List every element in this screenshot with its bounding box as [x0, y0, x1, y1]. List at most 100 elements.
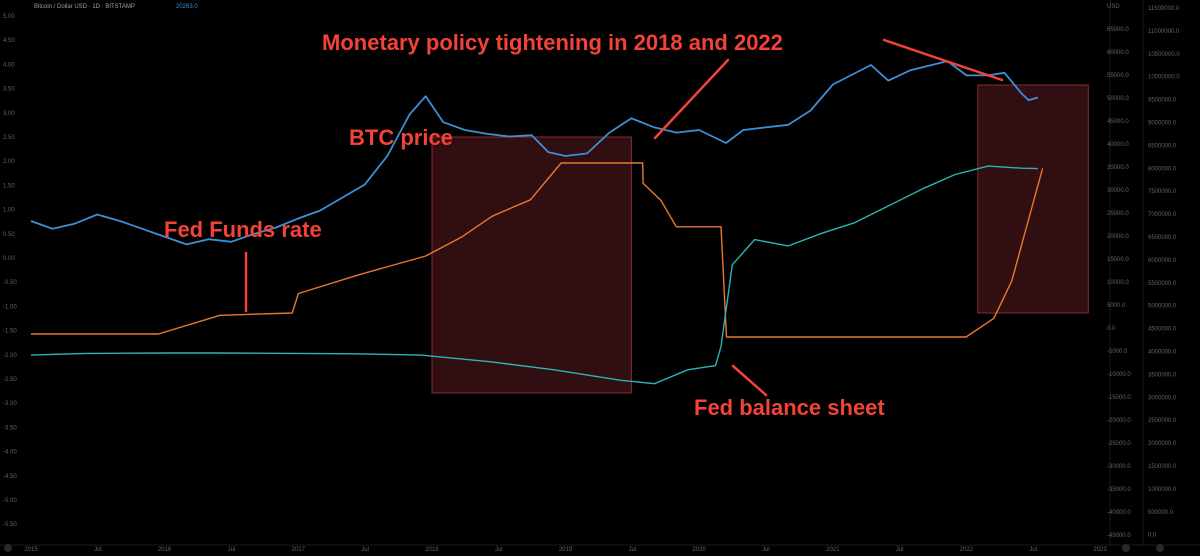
y-left-tick: 0.50	[3, 232, 15, 238]
y-mid-tick: -30000.0	[1107, 464, 1131, 470]
fed-funds-series-line	[31, 162, 1044, 338]
y-right-tick: 0.0	[1148, 533, 1157, 539]
y-mid-tick: 15000.0	[1107, 257, 1129, 263]
y-mid-tick: 10000.0	[1107, 280, 1129, 286]
annotation-pointer-tightening-1	[653, 58, 730, 140]
x-tick: 2023	[1093, 547, 1107, 553]
series-lines	[30, 60, 1044, 385]
y-left-tick: -2.50	[3, 377, 17, 383]
annotation-pointer-tightening-2	[882, 38, 1004, 82]
y-left-tick: 4.00	[3, 62, 15, 68]
y-left-tick: 3.50	[3, 87, 15, 93]
y-right-tick: 10500000.0	[1148, 52, 1180, 58]
x-tick: 2018	[425, 547, 439, 553]
y-right-tick: 11000000.0	[1148, 29, 1180, 35]
x-tick: Jul	[94, 547, 102, 553]
y-left-tick: 3.00	[3, 111, 15, 117]
y-left-tick: -4.00	[3, 450, 17, 456]
x-tick: Jul	[495, 547, 503, 553]
y-mid-tick: -45000.0	[1107, 533, 1131, 539]
x-tick: Jul	[628, 547, 636, 553]
y-left-tick: 5.00	[3, 14, 15, 20]
x-tick: 2022	[960, 547, 974, 553]
y-mid-tick: 65000.0	[1107, 27, 1129, 33]
y-left-tick: -3.50	[3, 425, 17, 431]
y-right-tick: 9000000.0	[1148, 121, 1177, 127]
y-left-tick: 1.50	[3, 183, 15, 189]
y-mid-tick: 35000.0	[1107, 165, 1129, 171]
tightening-period-box-2	[977, 84, 1089, 314]
y-left-tick: 0.00	[3, 256, 15, 262]
y-mid-tick: -10000.0	[1107, 372, 1131, 378]
y-mid-tick: -35000.0	[1107, 487, 1131, 493]
y-mid-tick: -5000.0	[1107, 349, 1128, 355]
y-left-tick: -1.00	[3, 304, 17, 310]
y-right-tick: 1500000.0	[1148, 464, 1177, 470]
balance-sheet-series-line	[30, 165, 1038, 385]
x-tick: 2017	[292, 547, 306, 553]
y-mid-tick: 60000.0	[1107, 50, 1129, 56]
annotation-fed-funds: Fed Funds rate	[164, 217, 322, 242]
y-left-tick: 4.50	[3, 38, 15, 44]
annotation-arrows	[244, 38, 1004, 397]
y-left-tick: -5.50	[3, 522, 17, 528]
y-mid-tick: 5000.0	[1107, 303, 1126, 309]
y-mid-tick: 20000.0	[1107, 234, 1129, 240]
tightening-highlights	[431, 84, 1089, 394]
annotation-tightening: Monetary policy tightening in 2018 and 2…	[322, 30, 783, 55]
annotation-balance-sheet: Fed balance sheet	[694, 395, 885, 420]
y-axis-mid: USD 65000.0 60000.0 55000.0 50000.0 45000.0 40…	[1107, 4, 1131, 539]
y-mid-tick: -20000.0	[1107, 418, 1131, 424]
y-left-tick: 2.00	[3, 159, 15, 165]
y-left-tick: 2.50	[3, 135, 15, 141]
y-right-tick: 11500000.0	[1148, 6, 1180, 12]
x-tick: 2019	[559, 547, 573, 553]
annotations: Monetary policy tightening in 2018 and 2…	[164, 30, 885, 420]
chart-controls	[4, 544, 1164, 552]
y-right-tick: 4000000.0	[1148, 350, 1177, 356]
x-axis: 2015 Jul 2016 Jul 2017 Jul 2018 Jul 2019 Jul 2020 J…	[24, 547, 1107, 553]
x-tick: Jul	[228, 547, 236, 553]
legend-last-value: 20263.0	[176, 4, 198, 10]
y-right-tick: 500000.0	[1148, 510, 1174, 516]
y-right-tick: 3000000.0	[1148, 395, 1177, 401]
y-mid-tick: 40000.0	[1107, 142, 1129, 148]
y-right-tick: 2500000.0	[1148, 418, 1177, 424]
tightening-period-box-1	[431, 136, 632, 394]
y-right-tick: 3500000.0	[1148, 372, 1177, 378]
y-mid-tick: 45000.0	[1107, 119, 1129, 125]
y-mid-tick: 25000.0	[1107, 211, 1129, 217]
y-right-tick: 8500000.0	[1148, 143, 1177, 149]
y-left-tick: -3.00	[3, 401, 17, 407]
y-left-tick: -0.50	[3, 280, 17, 286]
y-right-tick: 6000000.0	[1148, 258, 1177, 264]
y-mid-tick: 50000.0	[1107, 96, 1129, 102]
x-tick: Jul	[361, 547, 369, 553]
y-right-tick: 7500000.0	[1148, 189, 1177, 195]
y-mid-tick: -25000.0	[1107, 441, 1131, 447]
legend: Bitcoin / Dollar USD · 1D · BITSTAMP 202…	[34, 4, 198, 10]
y-right-tick: 4500000.0	[1148, 327, 1177, 333]
y-right-tick: 5000000.0	[1148, 304, 1177, 310]
x-tick: Jul	[762, 547, 770, 553]
y-left-tick: -2.00	[3, 353, 17, 359]
y-right-tick: 2000000.0	[1148, 441, 1177, 447]
y-mid-tick: 30000.0	[1107, 188, 1129, 194]
y-mid-tick: -15000.0	[1107, 395, 1131, 401]
x-tick: 2020	[692, 547, 706, 553]
x-tick: Jul	[1029, 547, 1037, 553]
x-tick: 2015	[24, 547, 38, 553]
tz-control-icon[interactable]	[4, 544, 12, 552]
y-axis-left: 5.00 4.50 4.00 3.50 3.00 2.50 2.00 1.50 1.00 0.50…	[3, 14, 17, 528]
y-left-tick: -5.00	[3, 498, 17, 504]
y-right-tick: 10000000.0	[1148, 75, 1180, 81]
x-tick: 2021	[826, 547, 840, 553]
annotation-pointer-balance-sheet	[731, 364, 768, 397]
auto-scale-icon[interactable]	[1122, 544, 1130, 552]
legend-symbol: Bitcoin / Dollar USD · 1D · BITSTAMP	[34, 4, 135, 10]
y-left-tick: 1.00	[3, 208, 15, 214]
y-left-tick: -4.50	[3, 474, 17, 480]
y-right-tick: 9500000.0	[1148, 98, 1177, 104]
log-scale-icon[interactable]	[1156, 544, 1164, 552]
